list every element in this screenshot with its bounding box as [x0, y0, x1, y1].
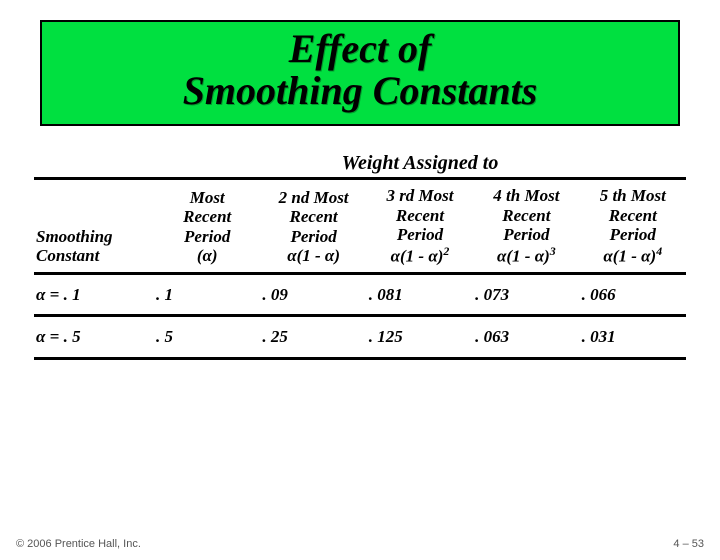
table-caption: Weight Assigned to: [154, 152, 686, 175]
title-line-2: Smoothing Constants: [52, 70, 668, 112]
header-smoothing-constant: Smoothing Constant: [34, 179, 154, 274]
title-line-1: Effect of: [52, 28, 668, 70]
cell: . 25: [260, 316, 366, 359]
table-row: α = . 5 . 5 . 25 . 125 . 063 . 031: [34, 316, 686, 359]
header-col-3: 3 rd Most Recent Period α(1 - α)2: [367, 179, 473, 274]
row-label: α = . 5: [34, 316, 154, 359]
cell: . 1: [154, 273, 260, 316]
header-col-5: 5 th Most Recent Period α(1 - α)4: [580, 179, 686, 274]
cell: . 063: [473, 316, 579, 359]
weights-table: Smoothing Constant Most Recent Period (α…: [34, 177, 686, 360]
header-col-1: Most Recent Period (α): [154, 179, 260, 274]
table-header-row: Smoothing Constant Most Recent Period (α…: [34, 179, 686, 274]
cell: . 09: [260, 273, 366, 316]
row-label: α = . 1: [34, 273, 154, 316]
cell: . 081: [367, 273, 473, 316]
header-col-2: 2 nd Most Recent Period α(1 - α): [260, 179, 366, 274]
cell: . 073: [473, 273, 579, 316]
cell: . 066: [580, 273, 686, 316]
cell: . 031: [580, 316, 686, 359]
header-col-4: 4 th Most Recent Period α(1 - α)3: [473, 179, 579, 274]
table-row: α = . 1 . 1 . 09 . 081 . 073 . 066: [34, 273, 686, 316]
content-area: Weight Assigned to Smoothing Constant Mo…: [34, 152, 686, 360]
slide-title-box: Effect of Smoothing Constants: [40, 20, 680, 126]
cell: . 125: [367, 316, 473, 359]
cell: . 5: [154, 316, 260, 359]
